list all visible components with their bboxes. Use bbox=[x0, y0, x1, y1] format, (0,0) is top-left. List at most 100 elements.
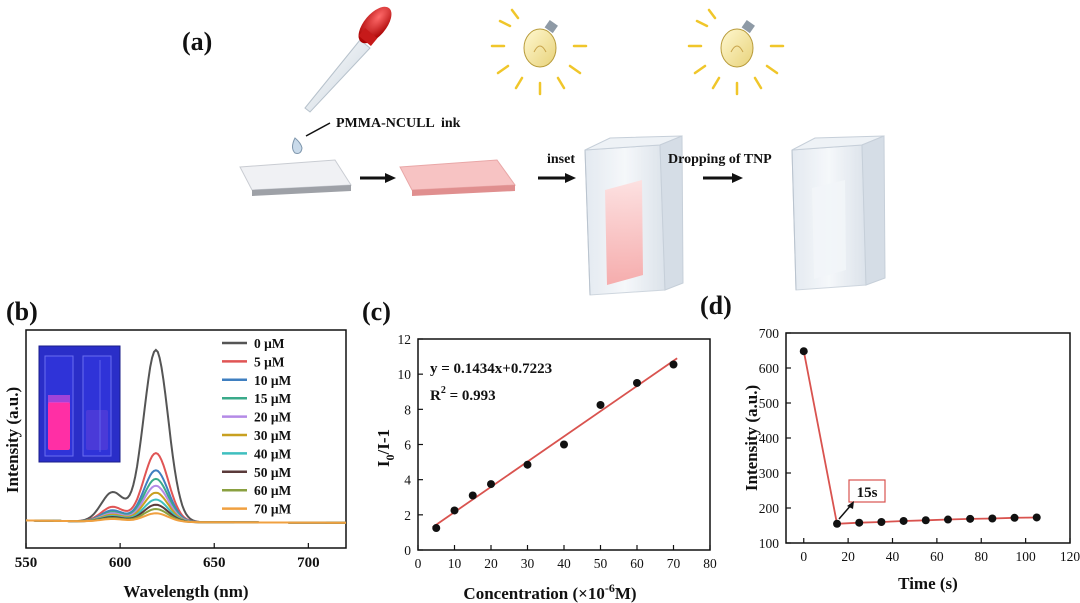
y-tick-label: 2 bbox=[404, 508, 411, 523]
data-point bbox=[899, 516, 908, 525]
x-tick-label: 40 bbox=[886, 549, 900, 564]
cuvette-photo-inset bbox=[38, 345, 121, 463]
legend-label-2: 10 μM bbox=[254, 373, 292, 388]
plot-b-xlabel: Wavelength (nm) bbox=[123, 582, 248, 601]
plot-b-frame bbox=[25, 329, 347, 549]
x-tick-label: 40 bbox=[557, 556, 571, 571]
y-tick-label: 500 bbox=[759, 396, 780, 411]
legend-label-3: 15 μM bbox=[254, 391, 292, 406]
x-tick-label: 30 bbox=[521, 556, 535, 571]
data-point bbox=[432, 524, 441, 533]
panel-b: (b) 550 600 650 700 Wavelength (nm) Intensi… bbox=[3, 297, 347, 601]
spectrum-line-9 bbox=[25, 512, 346, 524]
panel-b-label: (b) bbox=[6, 297, 38, 326]
light-bulb-icon bbox=[490, 8, 588, 96]
dropper-icon bbox=[304, 6, 392, 113]
blank-substrate bbox=[239, 159, 352, 196]
data-point bbox=[833, 519, 842, 528]
plot-c-r2: R2 = 0.993 bbox=[430, 385, 496, 404]
y-tick-label: 300 bbox=[759, 466, 780, 481]
y-tick-label: 4 bbox=[404, 473, 411, 488]
data-point bbox=[523, 460, 532, 469]
plot-b-legend: 0 μM 5 μM 10 μM 15 μM 20 μM 30 μM 40 μM 50 μM 60… bbox=[222, 336, 292, 517]
x-tick-label: 20 bbox=[841, 549, 855, 564]
data-point bbox=[468, 491, 477, 500]
plot-d-xlabel: Time (s) bbox=[898, 574, 958, 593]
panel-c: (c) 0 10 20 30 40 50 60 70 80 0 2 4 6 8 10 12 y = 0.143… bbox=[362, 297, 717, 603]
x-tick-label: 20 bbox=[484, 556, 498, 571]
legend-label-8: 60 μM bbox=[254, 483, 292, 498]
data-point bbox=[633, 378, 641, 387]
spectrum-line-4 bbox=[25, 484, 346, 524]
plot-c-ylabel: I0/I-1 bbox=[374, 429, 397, 467]
legend-label-0: 0 μM bbox=[254, 336, 285, 351]
panel-a-label: (a) bbox=[182, 27, 212, 56]
legend-label-9: 70 μM bbox=[254, 502, 292, 517]
y-tick-label: 6 bbox=[404, 438, 411, 453]
panel-d: (d) 0 20 40 60 80 100 120 100 200 300 400 500 600 700… bbox=[700, 291, 1080, 593]
data-point bbox=[966, 514, 975, 523]
plot-d-line bbox=[802, 351, 1037, 525]
data-point bbox=[487, 480, 495, 489]
data-point bbox=[1010, 513, 1019, 522]
plot-b-ylabel: Intensity (a.u.) bbox=[3, 387, 22, 493]
y-tick-label: 200 bbox=[759, 501, 780, 516]
panel-d-label: (d) bbox=[700, 291, 732, 320]
legend-label-6: 40 μM bbox=[254, 446, 292, 461]
data-point bbox=[855, 518, 864, 527]
y-tick-label: 100 bbox=[759, 536, 780, 551]
x-tick-label: 70 bbox=[667, 556, 681, 571]
y-tick-label: 400 bbox=[759, 431, 780, 446]
legend-label-4: 20 μM bbox=[254, 410, 292, 425]
data-point bbox=[596, 400, 605, 409]
ink-drop-icon bbox=[292, 137, 303, 154]
arrow-2 bbox=[538, 173, 576, 183]
y-tick-label: 600 bbox=[759, 361, 780, 376]
panel-c-label: (c) bbox=[362, 297, 391, 326]
panel-a: (a) PMMA-NCULL ink inset bbox=[182, 6, 886, 296]
data-point bbox=[450, 506, 459, 515]
data-point bbox=[560, 440, 568, 449]
plot-c-xlabel: Concentration (×10-6M) bbox=[463, 581, 636, 603]
light-bulb-icon bbox=[687, 8, 785, 96]
legend-label-5: 30 μM bbox=[254, 428, 292, 443]
x-tick-label: 10 bbox=[448, 556, 462, 571]
x-tick-label: 100 bbox=[1016, 549, 1037, 564]
x-tick-label: 50 bbox=[594, 556, 608, 571]
x-tick-label: 550 bbox=[15, 555, 38, 571]
data-point bbox=[877, 518, 886, 526]
cuvette-with-film bbox=[584, 135, 684, 296]
x-tick-label: 650 bbox=[203, 555, 226, 571]
x-tick-label: 0 bbox=[800, 549, 807, 564]
y-tick-label: 0 bbox=[404, 543, 411, 558]
x-tick-label: 700 bbox=[297, 555, 320, 571]
data-point bbox=[799, 347, 808, 356]
plot-b-curves bbox=[25, 348, 346, 524]
data-point bbox=[943, 515, 952, 524]
y-tick-label: 700 bbox=[759, 326, 780, 341]
x-tick-label: 60 bbox=[630, 556, 644, 571]
plot-d-points bbox=[799, 347, 1041, 528]
legend-label-1: 5 μM bbox=[254, 354, 285, 369]
ink-label: PMMA-NCULL ink bbox=[336, 116, 461, 131]
plot-d-ylabel: Intensity (a.u.) bbox=[742, 385, 761, 491]
x-tick-label: 80 bbox=[975, 549, 989, 564]
arrow-1 bbox=[360, 173, 396, 183]
plot-c-equation: y = 0.1434x+0.7223 bbox=[430, 361, 552, 377]
plot-c-ticks: 0 10 20 30 40 50 60 70 80 0 2 4 6 8 10 12 bbox=[398, 332, 718, 571]
plot-c-points bbox=[432, 360, 678, 533]
data-point bbox=[669, 360, 678, 369]
plot-d-ticks: 0 20 40 60 80 100 120 100 200 300 400 500 600 700 bbox=[759, 326, 1080, 564]
y-tick-label: 12 bbox=[398, 332, 412, 347]
x-tick-label: 0 bbox=[415, 556, 422, 571]
y-tick-label: 8 bbox=[404, 402, 411, 417]
x-tick-label: 600 bbox=[109, 555, 132, 571]
y-tick-label: 10 bbox=[398, 367, 412, 382]
cuvette-after-tnp bbox=[791, 135, 886, 291]
coated-substrate bbox=[399, 159, 516, 196]
data-point bbox=[921, 516, 930, 525]
x-tick-label: 80 bbox=[703, 556, 717, 571]
ink-pointer bbox=[305, 122, 331, 137]
annotation-label: 15s bbox=[857, 485, 878, 501]
